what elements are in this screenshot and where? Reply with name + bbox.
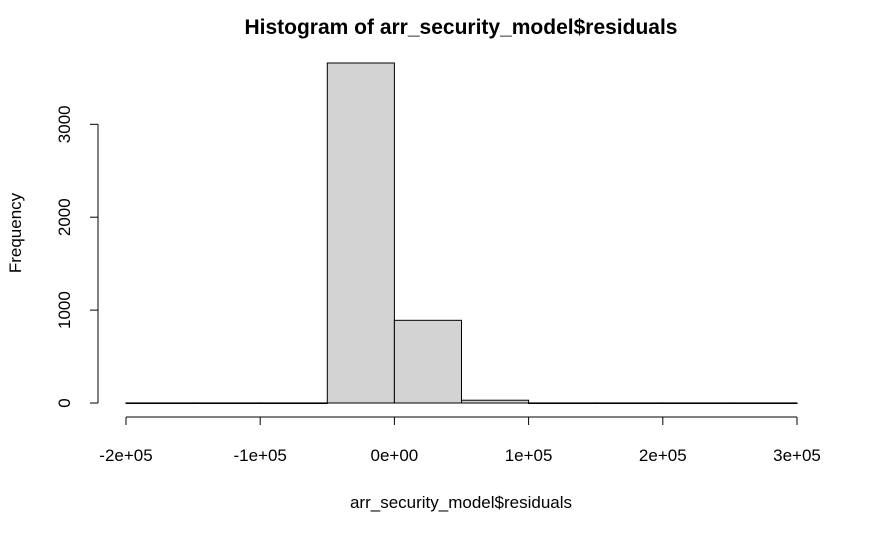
histogram-bar: [393, 319, 462, 404]
x-axis: -2e+05 -1e+05 0e+00 1e+05 2e+05 3e+05: [99, 416, 821, 465]
y-tick-label: 0: [55, 398, 74, 407]
chart-title: Histogram of arr_security_model$residual…: [244, 16, 677, 39]
histogram-bar: [595, 402, 664, 405]
histogram-bar: [662, 402, 731, 405]
x-tick-label: 1e+05: [505, 446, 553, 465]
y-axis: 0 1000 2000 3000: [55, 105, 99, 408]
x-tick-label: -2e+05: [99, 446, 152, 465]
y-tick-label: 3000: [55, 105, 74, 143]
x-tick-label: 2e+05: [639, 446, 687, 465]
x-tick-label: -1e+05: [233, 446, 286, 465]
x-tick-label: 3e+05: [773, 446, 821, 465]
histogram-bars: [125, 62, 798, 405]
y-tick-label: 1000: [55, 291, 74, 329]
histogram-bar: [729, 402, 798, 405]
histogram-bar: [259, 402, 328, 405]
histogram-bar: [125, 402, 194, 405]
y-axis-label: Frequency: [6, 192, 25, 273]
histogram-bar: [528, 402, 597, 405]
x-axis-label: arr_security_model$residuals: [350, 493, 572, 512]
y-tick-label: 2000: [55, 198, 74, 236]
histogram-bar: [192, 402, 261, 405]
x-tick-label: 0e+00: [371, 446, 419, 465]
histogram-bar: [461, 399, 530, 404]
histogram-bar: [326, 62, 395, 404]
